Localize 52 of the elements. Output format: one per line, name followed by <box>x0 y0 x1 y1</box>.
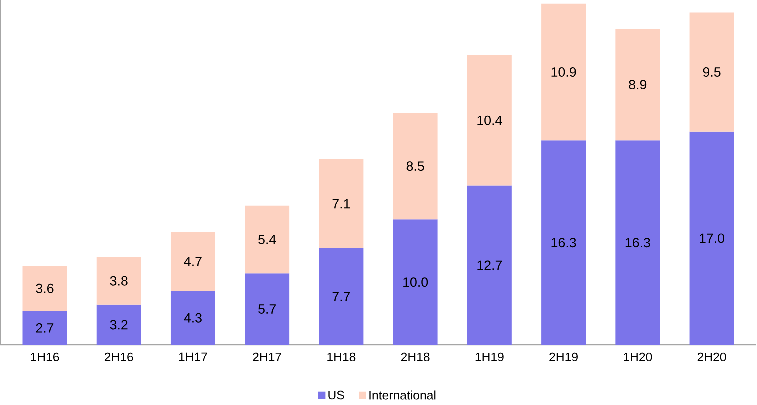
bar <box>170 232 216 291</box>
bar <box>22 266 68 312</box>
data-label: 4.7 <box>184 256 202 266</box>
data-label: 3.6 <box>36 284 54 294</box>
data-label: 4.3 <box>184 313 202 323</box>
bar <box>170 290 216 345</box>
data-label: 8.9 <box>629 80 647 90</box>
data-label: 16.3 <box>626 238 650 248</box>
data-label: 10.0 <box>404 277 428 287</box>
data-label: 17.0 <box>700 234 725 244</box>
data-label: 12.7 <box>478 260 502 270</box>
x-tick-label: 1H17 <box>179 352 208 362</box>
bar <box>245 273 290 345</box>
x-tick-label: 2H19 <box>550 352 578 362</box>
legend-label: International <box>370 390 436 400</box>
data-label: 9.5 <box>703 67 721 77</box>
bar <box>319 159 364 248</box>
bar <box>690 12 734 132</box>
bar <box>467 55 512 186</box>
bar <box>616 140 660 345</box>
bar <box>319 248 364 345</box>
bar <box>96 257 142 305</box>
bar <box>393 219 438 345</box>
bar <box>393 112 438 220</box>
data-label: 7.1 <box>332 199 350 208</box>
data-label: 3.2 <box>110 320 128 330</box>
bar <box>245 206 290 274</box>
data-label: 10.9 <box>552 67 576 77</box>
bar <box>616 28 660 140</box>
bar <box>96 304 142 345</box>
x-tick-label: 2H20 <box>698 352 726 362</box>
bar <box>542 4 586 140</box>
data-label: 3.8 <box>110 276 128 286</box>
x-tick-label: 2H17 <box>253 352 282 362</box>
data-label: 5.4 <box>258 234 276 244</box>
x-tick-label: 1H19 <box>476 352 504 362</box>
data-label: 10.4 <box>478 116 502 126</box>
data-label: 5.7 <box>258 304 276 314</box>
data-label: 2.7 <box>36 323 54 333</box>
x-tick-label: 1H16 <box>31 352 60 362</box>
x-tick-label: 1H20 <box>624 352 652 362</box>
bar <box>542 140 586 345</box>
legend-label: US <box>328 390 344 400</box>
data-label: 16.3 <box>552 238 576 248</box>
x-tick-label: 2H16 <box>104 352 134 362</box>
data-label: 7.7 <box>332 292 350 302</box>
x-tick-label: 1H18 <box>328 352 356 362</box>
bar <box>690 132 734 345</box>
bar <box>467 186 512 345</box>
x-tick-label: 2H18 <box>401 352 430 362</box>
data-label: 8.5 <box>406 161 424 171</box>
bar <box>22 311 68 345</box>
